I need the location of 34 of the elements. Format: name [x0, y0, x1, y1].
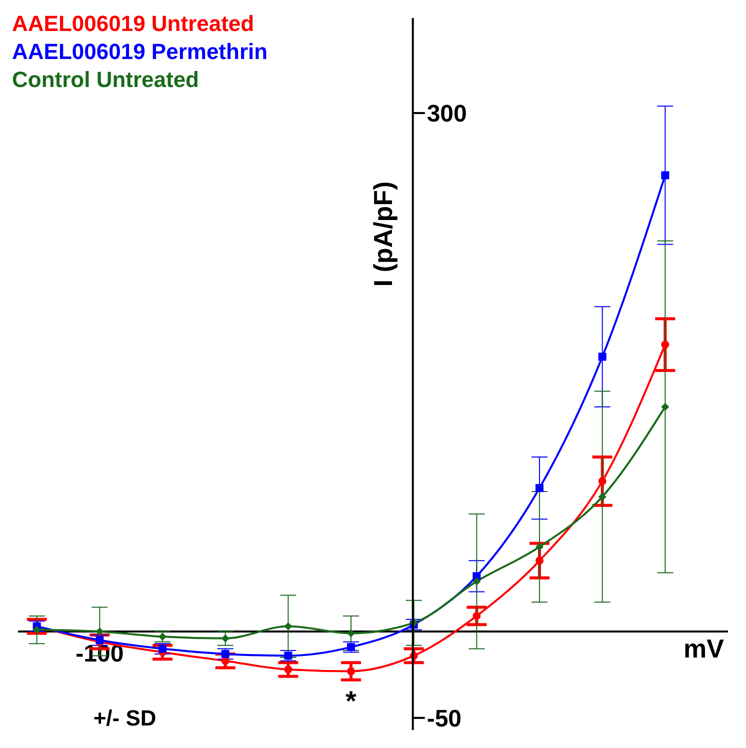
point: [284, 652, 292, 660]
point: [472, 572, 481, 580]
point: [536, 556, 544, 565]
annotation: +/- SD: [93, 705, 156, 730]
x-axis-title: mV: [684, 633, 725, 664]
annotation: *: [346, 686, 357, 717]
point: [96, 627, 104, 636]
point: [347, 643, 356, 652]
point: [347, 629, 356, 638]
point: [536, 484, 544, 492]
text: AAEL006019 Untreated: [12, 10, 256, 38]
point: [661, 171, 670, 180]
y-axis-title: I (pA/pF): [368, 181, 398, 287]
point: [598, 477, 606, 486]
point: [158, 632, 167, 641]
y-tick-label: -50: [426, 705, 462, 732]
point: [472, 577, 481, 586]
point: [158, 644, 167, 653]
point: [472, 612, 481, 620]
point: [221, 656, 230, 665]
point: [284, 622, 292, 630]
point: [347, 667, 356, 676]
point: [598, 352, 606, 361]
point: [661, 340, 670, 349]
point: [221, 650, 230, 658]
point: [221, 634, 230, 642]
point: [32, 626, 41, 634]
point: [284, 666, 292, 674]
point: [661, 402, 670, 411]
text: Control Untreated: [12, 66, 200, 94]
text: AAEL006019 Permethrin: [12, 38, 268, 66]
y-tick-label: 300: [426, 100, 467, 128]
point: [598, 492, 606, 501]
point: [536, 542, 544, 551]
